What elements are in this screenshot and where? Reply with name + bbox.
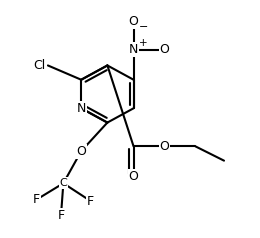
Text: F: F	[87, 195, 94, 208]
Text: O: O	[129, 170, 139, 183]
Text: F: F	[32, 193, 40, 206]
Text: +: +	[139, 38, 148, 48]
Text: N: N	[76, 102, 86, 115]
Text: O: O	[76, 145, 86, 158]
Text: C: C	[60, 178, 67, 188]
Text: O: O	[160, 44, 170, 56]
Text: O: O	[160, 140, 170, 153]
Text: O: O	[129, 15, 139, 28]
Text: F: F	[57, 209, 64, 222]
Text: −: −	[138, 22, 148, 32]
Text: Cl: Cl	[33, 59, 46, 72]
Text: N: N	[129, 44, 138, 56]
